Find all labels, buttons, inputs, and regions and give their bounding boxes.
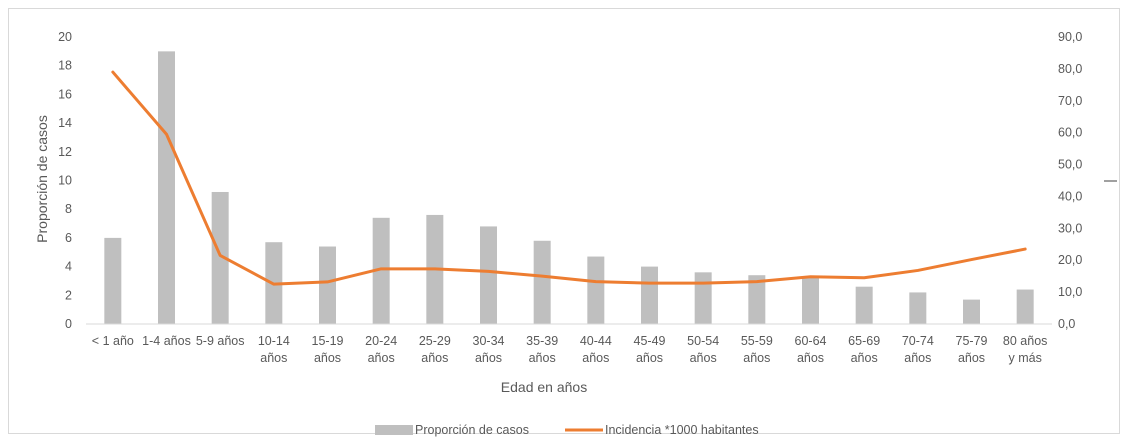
y2-tick-label: 0,0	[1058, 317, 1075, 331]
legend-label-line: Incidencia *1000 habitantes	[605, 423, 759, 437]
bar	[695, 272, 712, 324]
y2-tick-label: 50,0	[1058, 158, 1082, 172]
x-tick-label: < 1 año	[92, 334, 134, 348]
x-tick-label: 1-4 años	[142, 334, 191, 348]
y-tick-label: 0	[65, 317, 72, 331]
y-tick-label: 10	[58, 174, 72, 188]
y2-tick-label: 10,0	[1058, 285, 1082, 299]
y-tick-label: 6	[65, 231, 72, 245]
legend: Proporción de casos Incidencia *1000 hab…	[375, 423, 759, 437]
chart-frame: 0 2 4 6 8 10 12 14 16 18 20 0,0 10,0 20,0 30,0 40,0 50,0…	[8, 8, 1120, 434]
bar	[1017, 290, 1034, 324]
bar	[909, 292, 926, 324]
bar	[587, 257, 604, 324]
x-tick-label: 5-9 años	[196, 334, 245, 348]
bar	[963, 300, 980, 324]
y-tick-label: 14	[58, 116, 72, 130]
bar	[641, 267, 658, 324]
bar	[158, 51, 175, 324]
combo-chart: 0 2 4 6 8 10 12 14 16 18 20 0,0 10,0 20,0 30,0 40,0 50,0…	[9, 9, 1125, 446]
x-axis-title: Edad en años	[501, 379, 587, 395]
y-tick-label: 20	[58, 30, 72, 44]
y-axis-title: Proporción de casos	[34, 115, 50, 243]
bars-layer	[104, 51, 1033, 324]
y2-tick-label: 40,0	[1058, 189, 1082, 203]
bar	[802, 277, 819, 324]
y-tick-label: 18	[58, 59, 72, 73]
legend-swatch-bar	[375, 425, 413, 435]
bar	[856, 287, 873, 324]
y2-tick-label: 20,0	[1058, 253, 1082, 267]
y2-tick-label: 70,0	[1058, 94, 1082, 108]
line-layer	[113, 72, 1025, 284]
y-tick-label: 8	[65, 202, 72, 216]
y-tick-label: 16	[58, 87, 72, 101]
legend-label-bar: Proporción de casos	[415, 423, 529, 437]
y-tick-label: 4	[65, 260, 72, 274]
bar	[319, 247, 336, 324]
bar	[534, 241, 551, 324]
y2-tick-label: 60,0	[1058, 126, 1082, 140]
y2-tick-label: 30,0	[1058, 221, 1082, 235]
bar	[104, 238, 121, 324]
incidence-line	[113, 72, 1025, 284]
y-tick-label: 12	[58, 145, 72, 159]
bar	[480, 226, 497, 324]
y2-tick-label: 90,0	[1058, 30, 1082, 44]
y2-tick-label: 80,0	[1058, 62, 1082, 76]
y-tick-label: 2	[65, 288, 72, 302]
